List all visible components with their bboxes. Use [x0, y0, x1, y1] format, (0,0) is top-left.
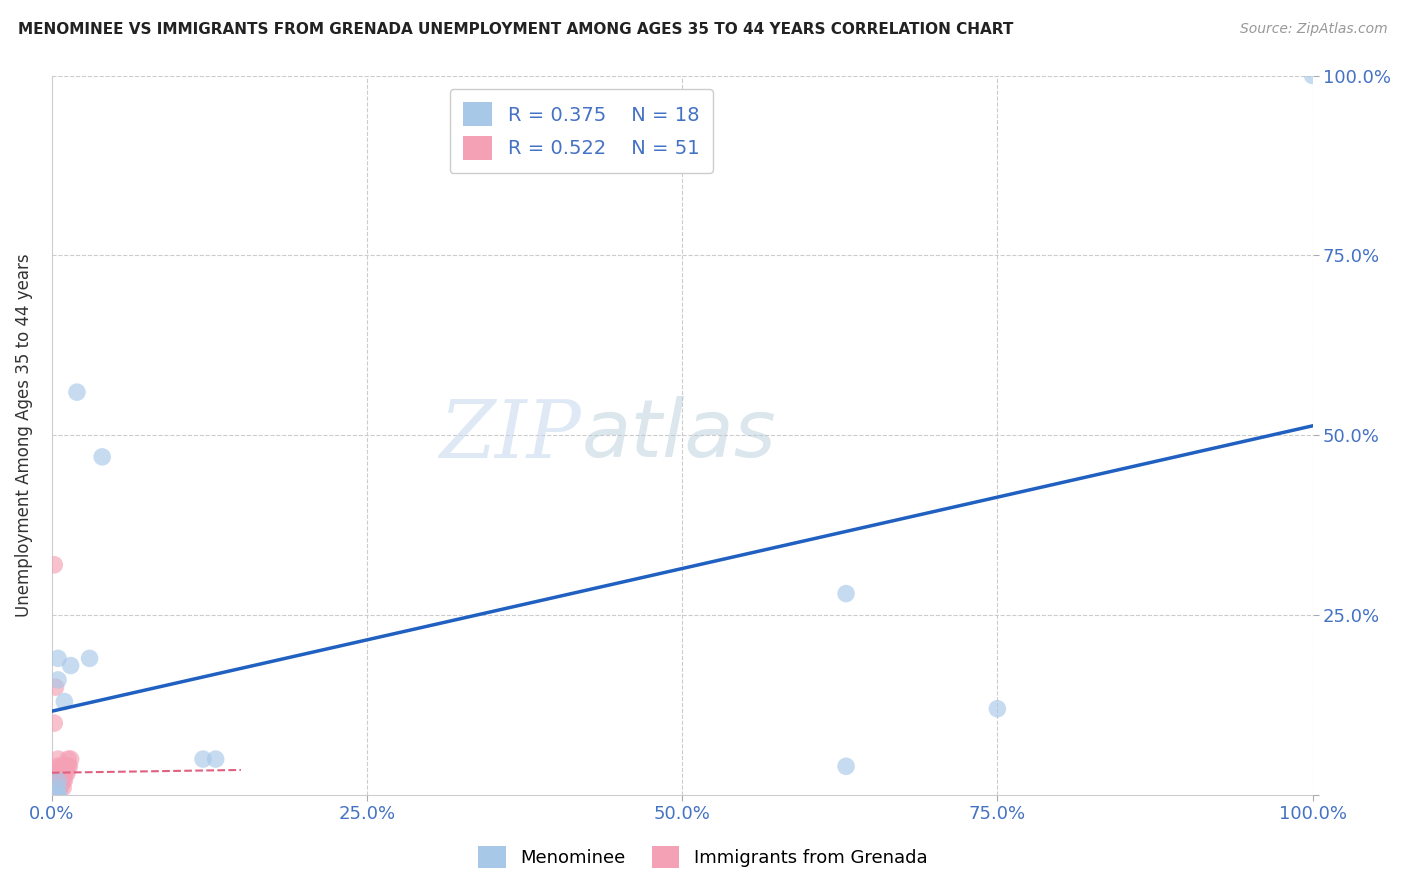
- Point: [55, 759, 77, 773]
- Point: [44, 773, 66, 788]
- Point: [46, 651, 69, 665]
- Point: [46, 759, 69, 773]
- Point: [44, 788, 66, 802]
- Point: [53, 759, 76, 773]
- Point: [66, 385, 89, 400]
- Point: [44, 788, 66, 802]
- Point: [44, 788, 66, 802]
- Point: [204, 752, 226, 766]
- Point: [44, 780, 66, 795]
- Point: [46, 673, 69, 687]
- Point: [46, 788, 69, 802]
- Point: [44, 780, 66, 795]
- Legend: R = 0.375    N = 18, R = 0.522    N = 51: R = 0.375 N = 18, R = 0.522 N = 51: [450, 89, 713, 173]
- Point: [44, 788, 66, 802]
- Point: [51, 766, 73, 780]
- Point: [46, 773, 69, 788]
- Point: [46, 788, 69, 802]
- Point: [49, 766, 72, 780]
- Point: [49, 773, 72, 788]
- Point: [44, 788, 66, 802]
- Point: [44, 558, 66, 572]
- Y-axis label: Unemployment Among Ages 35 to 44 years: Unemployment Among Ages 35 to 44 years: [15, 253, 32, 617]
- Point: [52, 773, 75, 788]
- Point: [52, 766, 75, 780]
- Point: [835, 586, 858, 600]
- Point: [44, 766, 66, 780]
- Point: [79, 651, 101, 665]
- Point: [46, 780, 69, 795]
- Point: [49, 780, 72, 795]
- Point: [44, 773, 66, 788]
- Point: [56, 752, 79, 766]
- Point: [835, 759, 858, 773]
- Point: [48, 773, 70, 788]
- Legend: Menominee, Immigrants from Grenada: Menominee, Immigrants from Grenada: [468, 835, 938, 879]
- Point: [191, 752, 214, 766]
- Point: [53, 766, 76, 780]
- Point: [986, 702, 1008, 716]
- Point: [44, 716, 66, 731]
- Point: [45, 788, 67, 802]
- Text: atlas: atlas: [581, 396, 776, 475]
- Point: [52, 780, 75, 795]
- Point: [56, 759, 79, 773]
- Point: [53, 694, 76, 708]
- Point: [44, 766, 66, 780]
- Point: [45, 773, 67, 788]
- Point: [45, 780, 67, 795]
- Point: [46, 766, 69, 780]
- Text: MENOMINEE VS IMMIGRANTS FROM GRENADA UNEMPLOYMENT AMONG AGES 35 TO 44 YEARS CORR: MENOMINEE VS IMMIGRANTS FROM GRENADA UNE…: [18, 22, 1014, 37]
- Point: [56, 759, 79, 773]
- Point: [46, 788, 69, 802]
- Point: [48, 766, 70, 780]
- Point: [49, 759, 72, 773]
- Point: [46, 752, 69, 766]
- Point: [44, 680, 66, 694]
- Point: [46, 773, 69, 788]
- Text: Source: ZipAtlas.com: Source: ZipAtlas.com: [1240, 22, 1388, 37]
- Point: [44, 788, 66, 802]
- Point: [44, 788, 66, 802]
- Point: [45, 766, 67, 780]
- Point: [1302, 69, 1324, 83]
- Point: [48, 780, 70, 795]
- Point: [55, 766, 77, 780]
- Point: [59, 752, 82, 766]
- Point: [53, 773, 76, 788]
- Text: ZIP: ZIP: [440, 397, 581, 474]
- Point: [51, 773, 73, 788]
- Point: [46, 780, 69, 795]
- Point: [91, 450, 114, 464]
- Point: [44, 788, 66, 802]
- Point: [44, 780, 66, 795]
- Point: [58, 759, 80, 773]
- Point: [56, 766, 79, 780]
- Point: [46, 788, 69, 802]
- Point: [59, 658, 82, 673]
